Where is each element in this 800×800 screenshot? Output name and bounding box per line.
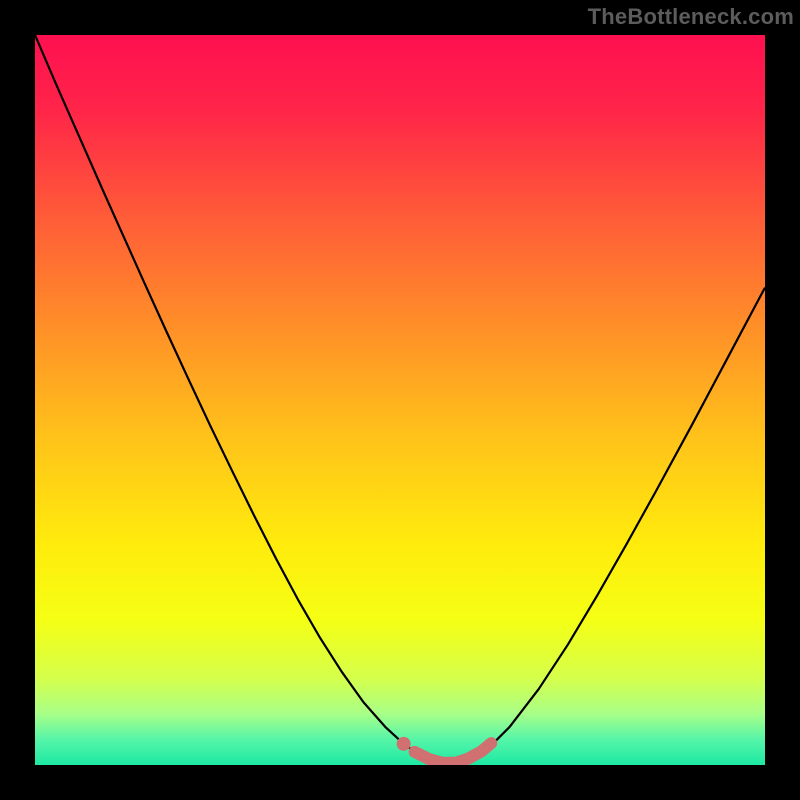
plot-area bbox=[35, 35, 765, 765]
bottleneck-curve-line bbox=[35, 35, 765, 764]
chart-overlay-svg bbox=[35, 35, 765, 765]
optimal-range-highlight bbox=[415, 743, 492, 763]
chart-frame: TheBottleneck.com bbox=[0, 0, 800, 800]
optimal-range-start-dot bbox=[397, 737, 411, 751]
watermark-text: TheBottleneck.com bbox=[588, 4, 794, 30]
